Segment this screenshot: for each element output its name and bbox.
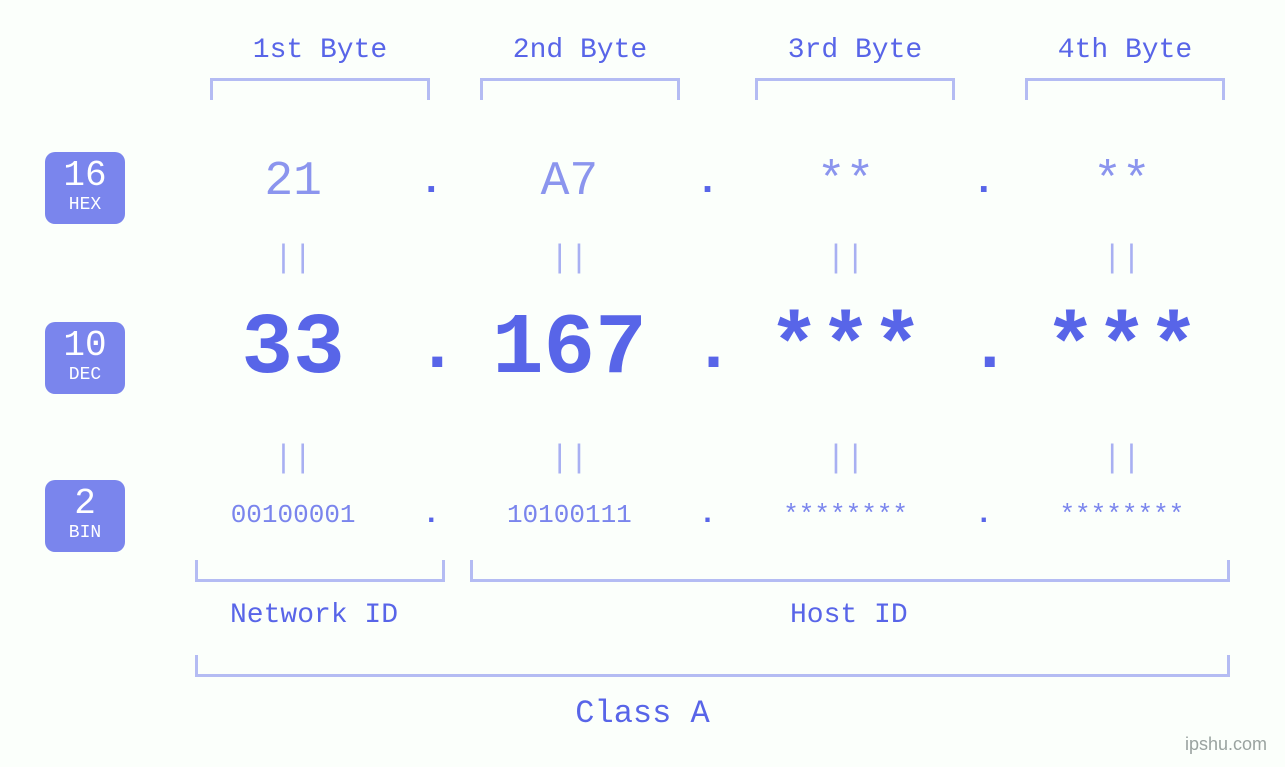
dot: . (416, 160, 446, 205)
equals-icon: || (723, 440, 969, 477)
hex-row: 21 . A7 . ** . ** (170, 155, 1245, 209)
dec-row: 33 . 167 . *** . *** (170, 300, 1245, 398)
hex-byte-3: ** (723, 155, 969, 209)
badge-dec: 10 DEC (45, 322, 125, 394)
network-id-label: Network ID (230, 600, 398, 631)
badge-hex-base: 16 (45, 158, 125, 194)
byte-bracket-1 (210, 78, 430, 100)
byte-bracket-2 (480, 78, 680, 100)
equals-icon: || (170, 240, 416, 277)
class-bracket (195, 655, 1230, 677)
equals-icon: || (999, 440, 1245, 477)
equals-icon: || (170, 440, 416, 477)
dot: . (693, 498, 723, 532)
dot: . (969, 160, 999, 205)
badge-dec-label: DEC (45, 366, 125, 384)
dot: . (416, 498, 446, 532)
dot: . (693, 310, 723, 389)
watermark: ipshu.com (1185, 734, 1267, 755)
equals-row-top: || . || . || . || (170, 240, 1245, 277)
equals-icon: || (446, 440, 692, 477)
dot: . (693, 160, 723, 205)
byte-header-1: 1st Byte (210, 35, 430, 66)
byte-bracket-4 (1025, 78, 1225, 100)
dec-byte-3: *** (723, 300, 969, 398)
dec-byte-1: 33 (170, 300, 416, 398)
dec-byte-2: 167 (446, 300, 692, 398)
dot: . (969, 310, 999, 389)
host-id-label: Host ID (790, 600, 908, 631)
bin-row: 00100001 . 10100111 . ******** . *******… (170, 498, 1245, 532)
badge-hex: 16 HEX (45, 152, 125, 224)
byte-header-4: 4th Byte (1025, 35, 1225, 66)
equals-icon: || (999, 240, 1245, 277)
badge-bin-label: BIN (45, 524, 125, 542)
byte-header-2: 2nd Byte (480, 35, 680, 66)
class-label: Class A (0, 695, 1285, 732)
ip-diagram: 1st Byte 2nd Byte 3rd Byte 4th Byte 16 H… (0, 0, 1285, 767)
badge-bin-base: 2 (45, 486, 125, 522)
dec-byte-4: *** (999, 300, 1245, 398)
host-id-bracket (470, 560, 1230, 582)
byte-bracket-3 (755, 78, 955, 100)
network-id-bracket (195, 560, 445, 582)
bin-byte-4: ******** (999, 500, 1245, 530)
bin-byte-2: 10100111 (446, 500, 692, 530)
hex-byte-1: 21 (170, 155, 416, 209)
equals-icon: || (723, 240, 969, 277)
badge-hex-label: HEX (45, 196, 125, 214)
equals-row-bottom: || . || . || . || (170, 440, 1245, 477)
hex-byte-4: ** (999, 155, 1245, 209)
hex-byte-2: A7 (446, 155, 692, 209)
badge-bin: 2 BIN (45, 480, 125, 552)
byte-header-3: 3rd Byte (755, 35, 955, 66)
bin-byte-1: 00100001 (170, 500, 416, 530)
bin-byte-3: ******** (723, 500, 969, 530)
badge-dec-base: 10 (45, 328, 125, 364)
dot: . (969, 498, 999, 532)
dot: . (416, 310, 446, 389)
equals-icon: || (446, 240, 692, 277)
